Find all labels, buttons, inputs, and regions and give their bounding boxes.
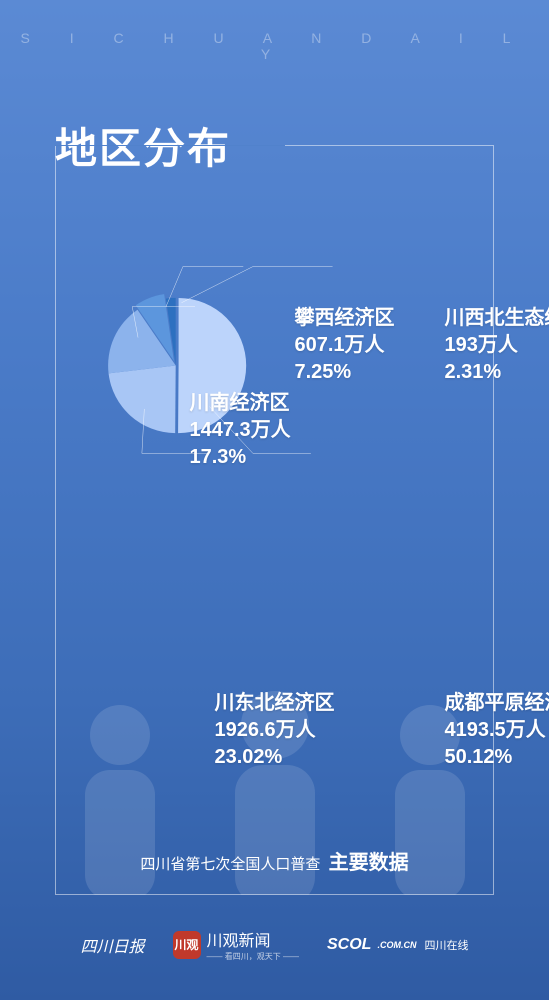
- leader-line: [181, 267, 332, 303]
- logo-chuanguan-sub: —— 看四川，观天下 ——: [207, 951, 299, 962]
- slice-value: 4193.5万人: [445, 717, 549, 744]
- slice-percent: 23.02%: [215, 744, 335, 771]
- pie-chart: 成都平原经济区4193.5万人50.12%川东北经济区1926.6万人23.02…: [0, 260, 549, 540]
- logo-scol-text: SCOL: [327, 936, 371, 954]
- slice-name: 攀西经济区: [295, 305, 395, 332]
- footer-logos: 四川日报 川观 川观新闻 —— 看四川，观天下 —— SCOL .COM.CN 四…: [0, 927, 549, 962]
- logo-scol-cn: 四川在线: [424, 937, 468, 953]
- slice-label: 攀西经济区607.1万人7.25%: [295, 305, 395, 386]
- slice-value: 1447.3万人: [190, 417, 291, 444]
- slice-label: 川东北经济区1926.6万人23.02%: [215, 690, 335, 771]
- slice-label: 川西北生态经济区193万人2.31%: [445, 305, 549, 386]
- slice-name: 川南经济区: [190, 390, 291, 417]
- logo-chuanguan: 川观 川观新闻 —— 看四川，观天下 ——: [173, 927, 299, 962]
- slice-percent: 7.25%: [295, 359, 395, 386]
- logo-chuanguan-badge: 川观: [173, 931, 201, 959]
- slice-value: 193万人: [445, 332, 549, 359]
- leader-line: [166, 267, 243, 307]
- slice-name: 成都平原经济区: [445, 690, 549, 717]
- logo-chuanguan-text: 川观新闻: [207, 933, 271, 950]
- slice-percent: 50.12%: [445, 744, 549, 771]
- slice-value: 607.1万人: [295, 332, 395, 359]
- logo-scol-suffix: .COM.CN: [377, 940, 416, 950]
- subtitle-prefix: 四川省第七次全国人口普查: [140, 856, 320, 873]
- logo-scdaily: 四川日报: [81, 933, 145, 957]
- subtitle: 四川省第七次全国人口普查 主要数据: [0, 846, 549, 875]
- slice-label: 川南经济区1447.3万人17.3%: [190, 390, 291, 471]
- slice-value: 1926.6万人: [215, 717, 335, 744]
- logo-scol: SCOL .COM.CN 四川在线: [327, 936, 468, 954]
- slice-川东北经济区: [108, 366, 175, 434]
- subtitle-strong: 主要数据: [329, 852, 409, 874]
- slice-name: 川东北经济区: [215, 690, 335, 717]
- slice-label: 成都平原经济区4193.5万人50.12%: [445, 690, 549, 771]
- brand-header: S I C H U A N D A I L Y: [0, 30, 549, 62]
- slice-name: 川西北生态经济区: [445, 305, 549, 332]
- logo-scdaily-text: 四川日报: [81, 933, 145, 957]
- slice-percent: 17.3%: [190, 444, 291, 471]
- slice-percent: 2.31%: [445, 359, 549, 386]
